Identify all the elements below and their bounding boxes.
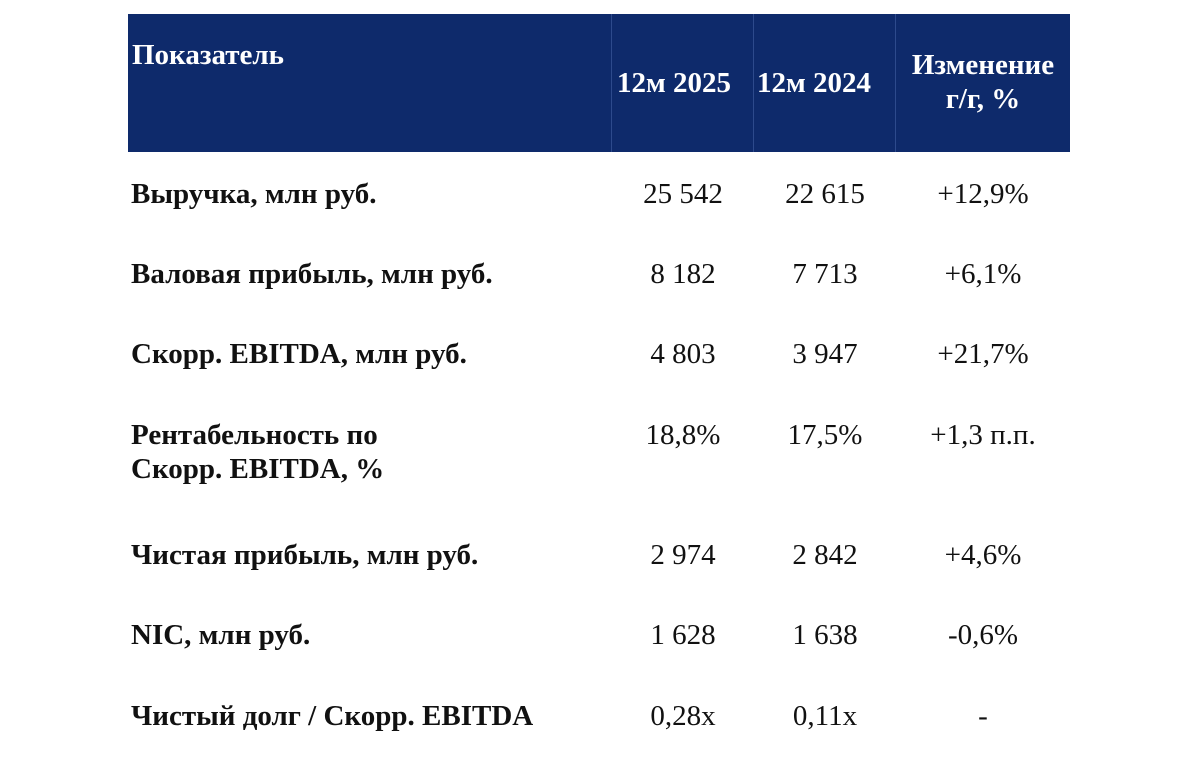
value-change: -0,6% (947, 619, 1019, 651)
header-cell-2025: 12м 2025 (612, 14, 754, 152)
header-2024-label: 12м 2024 (757, 67, 872, 99)
value-2024: 17,5% (787, 419, 863, 451)
header-2025-label: 12м 2025 (617, 67, 732, 99)
value-2024: 22 615 (785, 178, 865, 210)
value-change: +21,7% (937, 338, 1029, 370)
value-2025: 1 628 (650, 619, 716, 651)
table-header: Показатель 12м 2025 12м 2024 Изменение г/… (128, 14, 1070, 152)
header-change-line2: г/г, % (945, 83, 1021, 115)
value-2025: 0,28x (650, 700, 716, 732)
value-change: +4,6% (944, 539, 1022, 571)
value-change: +1,3 п.п. (930, 419, 1036, 451)
header-change-line1: Изменение (911, 49, 1055, 81)
row-label: Выручка, млн руб. (131, 178, 377, 210)
value-2024: 3 947 (792, 338, 858, 370)
value-2025: 8 182 (650, 258, 716, 290)
value-2025: 2 974 (650, 539, 716, 571)
row-label: Скорр. EBITDA, млн руб. (131, 338, 467, 370)
value-change: - (978, 700, 988, 732)
row-label-line2: Скорр. EBITDA, % (131, 453, 385, 485)
header-cell-2024: 12м 2024 (754, 14, 896, 152)
row-label: Рентабельность по Скорр. EBITDA, % (131, 418, 384, 486)
row-label: Чистая прибыль, млн руб. (131, 539, 479, 571)
value-2024: 0,11x (792, 700, 858, 732)
row-label: NIC, млн руб. (131, 619, 311, 651)
header-change-label: Изменение г/г, % (896, 48, 1070, 116)
value-2025: 18,8% (645, 419, 721, 451)
row-label: Валовая прибыль, млн руб. (131, 258, 493, 290)
value-2025: 4 803 (650, 338, 716, 370)
row-label: Чистый долг / Скорр. EBITDA (131, 700, 534, 732)
financial-results-table: Показатель 12м 2025 12м 2024 Изменение г/… (128, 14, 1070, 732)
value-change: +6,1% (944, 258, 1022, 290)
value-2025: 25 542 (643, 178, 723, 210)
row-label-line1: Рентабельность по (131, 419, 378, 451)
header-cell-change: Изменение г/г, % (896, 14, 1070, 152)
value-change: +12,9% (937, 178, 1029, 210)
value-2024: 1 638 (792, 619, 858, 651)
header-cell-indicator: Показатель (128, 14, 612, 152)
value-2024: 2 842 (792, 539, 858, 571)
header-indicator-label: Показатель (132, 39, 284, 71)
value-2024: 7 713 (792, 258, 858, 290)
